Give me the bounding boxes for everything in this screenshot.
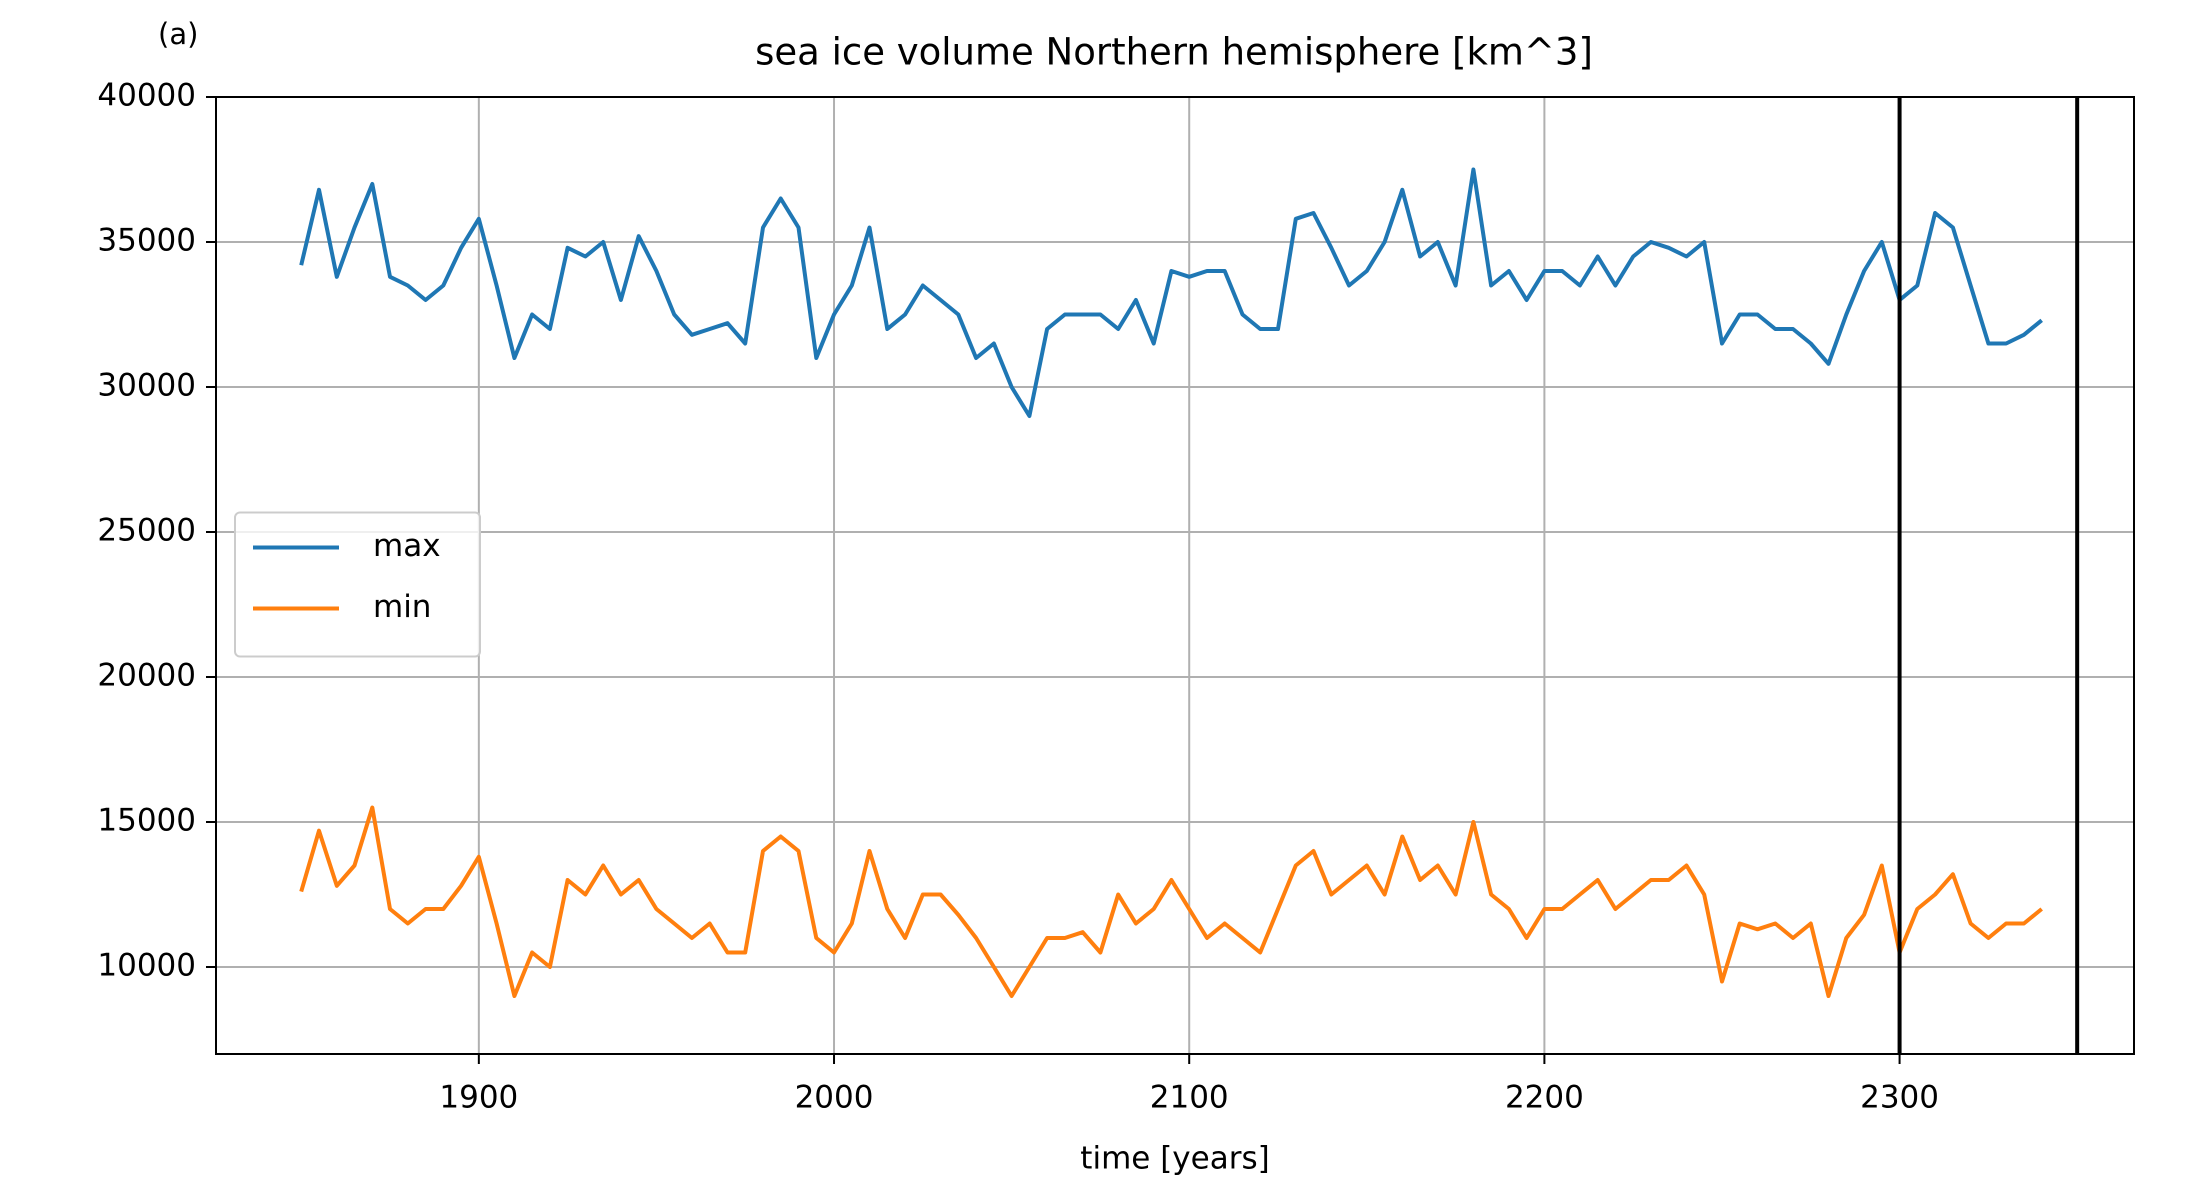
x-tick-label: 2100 [1150, 1080, 1229, 1116]
y-tick-label: 35000 [97, 223, 196, 259]
y-tick-label: 30000 [97, 368, 196, 404]
x-tick-label: 2200 [1505, 1080, 1584, 1116]
series-line [299, 805, 2043, 998]
legend-box [234, 511, 481, 658]
plot-frame [215, 96, 2135, 1055]
y-tick-label: 20000 [97, 658, 196, 694]
panel-label: (a) [158, 17, 198, 51]
y-tick-label: 15000 [97, 803, 196, 839]
y-tick-label: 10000 [97, 948, 196, 984]
x-tick-label: 2300 [1860, 1080, 1939, 1116]
x-tick-label: 2000 [795, 1080, 874, 1116]
y-tick-label: 25000 [97, 513, 196, 549]
legend-label: min [373, 589, 431, 625]
y-tick-label: 40000 [97, 78, 196, 114]
x-tick-label: 1900 [439, 1080, 518, 1116]
series-line [299, 167, 2043, 418]
x-axis-label: time [years] [1080, 1141, 1269, 1177]
legend-label: max [373, 528, 441, 564]
chart-title: sea ice volume Northern hemisphere [km^3… [755, 31, 1593, 74]
